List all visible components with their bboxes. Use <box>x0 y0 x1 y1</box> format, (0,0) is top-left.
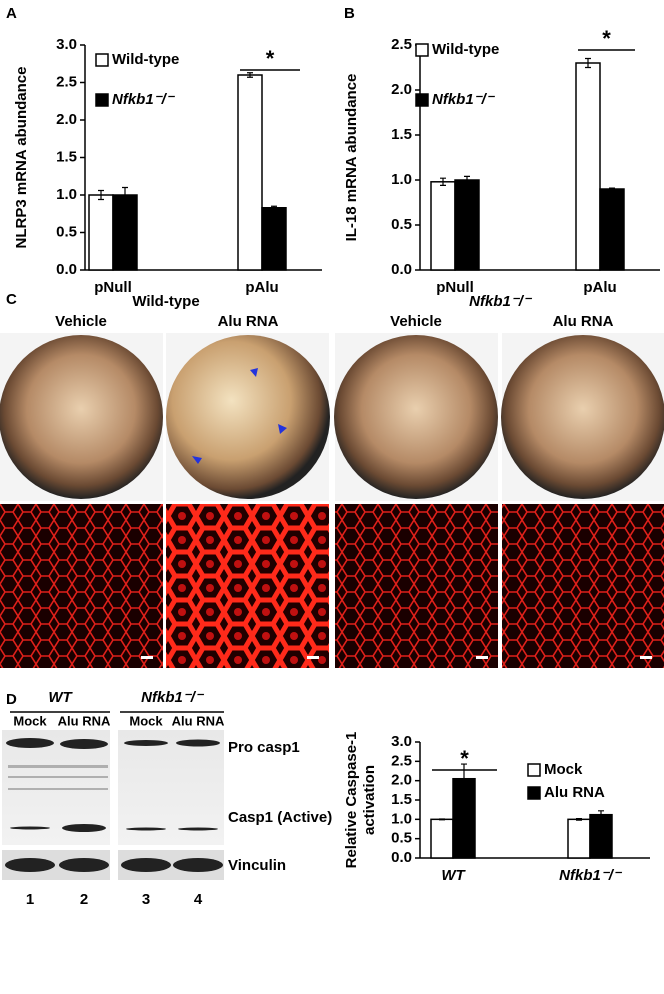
y-tick-label: 1.5 <box>56 148 77 165</box>
error-bar <box>271 205 277 210</box>
band-label: Vinculin <box>228 857 286 874</box>
band-label: Casp1 (Active) <box>228 809 332 826</box>
y-tick-label: 0.0 <box>56 261 77 278</box>
legend-swatch <box>527 763 541 777</box>
error-bar <box>576 817 582 821</box>
lane-label: Mock <box>129 713 163 728</box>
bar <box>112 194 138 271</box>
panel-d-blot <box>2 711 224 880</box>
x-tick-label: pNull <box>94 279 132 296</box>
error-bar <box>247 72 253 78</box>
y-tick-label: 2.5 <box>391 36 412 53</box>
y-tick-label: 3.0 <box>391 733 412 750</box>
error-bar <box>122 186 128 204</box>
legend-swatch <box>527 786 541 800</box>
legend-swatch <box>95 93 109 107</box>
lane-number: 1 <box>26 891 34 908</box>
y-tick-label: 1.5 <box>391 791 412 808</box>
x-tick-label: pNull <box>436 279 474 296</box>
error-bar <box>609 187 615 191</box>
y-tick-label: 2.0 <box>391 81 412 98</box>
bar <box>589 813 613 859</box>
error-bar <box>98 189 104 201</box>
bar <box>454 179 480 271</box>
legend-label: Nfkb1⁻/⁻ <box>432 91 496 108</box>
error-bar <box>464 175 470 185</box>
y-tick-label: 2.0 <box>391 772 412 789</box>
y-tick-label: 1.0 <box>391 810 412 827</box>
x-tick-label: WT <box>441 867 466 884</box>
annotation: * <box>602 26 611 51</box>
y-axis-label: Relative Caspase-1 <box>343 732 360 869</box>
y-tick-label: 1.0 <box>56 186 77 203</box>
error-bar <box>440 177 446 186</box>
group-label: Nfkb1⁻/⁻ <box>141 689 205 706</box>
error-bar <box>439 818 445 821</box>
y-tick-label: 0.0 <box>391 849 412 866</box>
y-tick-label: 2.5 <box>56 73 77 90</box>
legend-label: Wild-type <box>432 41 499 58</box>
legend-label: Alu RNA <box>544 784 605 801</box>
y-tick-label: 0.5 <box>56 223 77 240</box>
bar <box>430 181 456 271</box>
condition-label: Alu RNA <box>218 313 279 330</box>
condition-label: Alu RNA <box>553 313 614 330</box>
error-bar <box>461 763 467 795</box>
legend-label: Nfkb1⁻/⁻ <box>112 91 176 108</box>
x-tick-label: Nfkb1⁻/⁻ <box>559 867 623 884</box>
legend-label: Wild-type <box>112 51 179 68</box>
condition-label: Vehicle <box>55 313 107 330</box>
condition-label: Vehicle <box>390 313 442 330</box>
y-tick-label: 1.0 <box>391 171 412 188</box>
panel-label: D <box>6 691 17 708</box>
y-tick-label: 2.5 <box>391 752 412 769</box>
legend-swatch <box>415 93 429 107</box>
bar <box>567 818 591 859</box>
x-tick-label: pAlu <box>583 279 616 296</box>
error-bar <box>585 57 591 69</box>
legend-swatch <box>415 43 429 57</box>
annotation: * <box>460 746 469 771</box>
y-tick-label: 2.0 <box>56 111 77 128</box>
lane-label: Alu RNA <box>172 713 225 728</box>
bar <box>261 207 287 271</box>
panel-label: B <box>344 5 355 22</box>
bar <box>599 188 625 271</box>
lane-number: 4 <box>194 891 203 908</box>
legend-swatch <box>95 53 109 67</box>
bar <box>430 818 454 859</box>
y-axis-label: IL-18 mRNA abundance <box>343 74 360 242</box>
error-bar <box>598 810 604 820</box>
y-tick-label: 0.0 <box>391 261 412 278</box>
panel-c-images <box>0 333 664 668</box>
y-tick-label: 1.5 <box>391 126 412 143</box>
lane-number: 3 <box>142 891 150 908</box>
bar <box>575 62 601 271</box>
y-tick-label: 3.0 <box>56 36 77 53</box>
bar <box>88 194 114 271</box>
y-tick-label: 0.5 <box>391 216 412 233</box>
y-axis-label: activation <box>361 765 378 835</box>
band-label: Pro casp1 <box>228 739 300 756</box>
lane-number: 2 <box>80 891 88 908</box>
annotation: * <box>266 46 275 71</box>
panel-label: C <box>6 291 17 308</box>
group-label: WT <box>48 689 73 706</box>
group-label: Nfkb1⁻/⁻ <box>469 293 533 310</box>
panel-label: A <box>6 5 17 22</box>
group-label: Wild-type <box>132 293 199 310</box>
x-tick-label: pAlu <box>245 279 278 296</box>
lane-label: Mock <box>13 713 47 728</box>
y-axis-label: NLRP3 mRNA abundance <box>13 67 30 249</box>
lane-label: Alu RNA <box>58 713 111 728</box>
legend-label: Mock <box>544 761 583 778</box>
bar <box>237 74 263 271</box>
y-tick-label: 0.5 <box>391 830 412 847</box>
